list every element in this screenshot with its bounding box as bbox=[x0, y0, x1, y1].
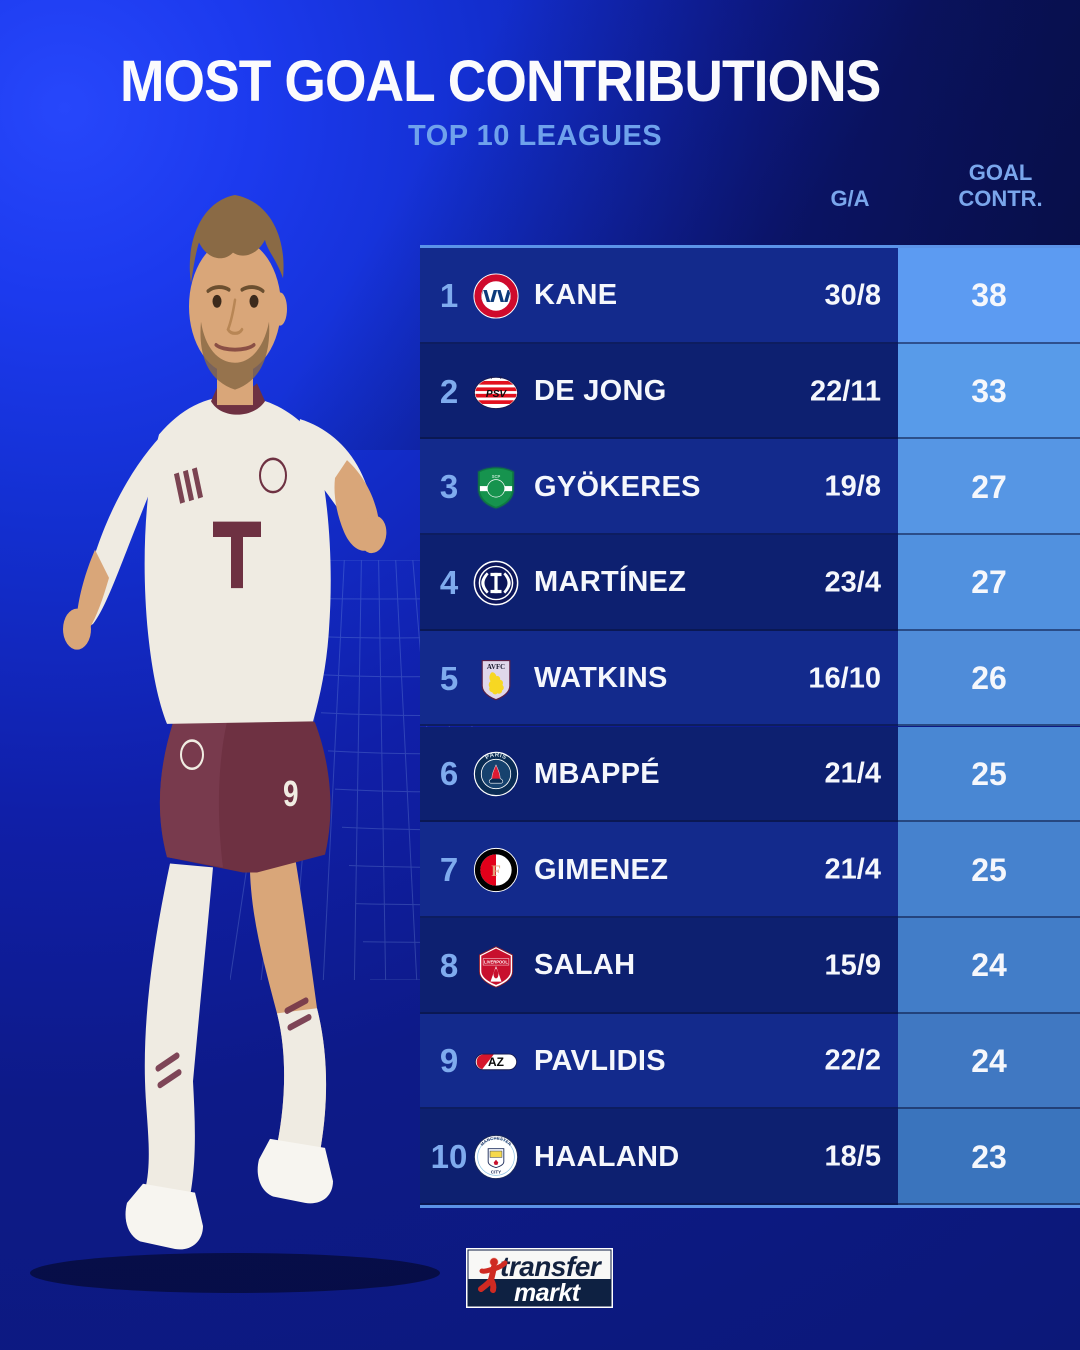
svg-text:9: 9 bbox=[283, 774, 299, 814]
svg-text:transfer: transfer bbox=[500, 1251, 603, 1282]
svg-text:SCP: SCP bbox=[492, 474, 501, 479]
svg-text:▼: ▼ bbox=[498, 375, 503, 380]
svg-text:AZ: AZ bbox=[488, 1055, 504, 1069]
svg-text:markt: markt bbox=[514, 1279, 582, 1307]
svg-text:LIVERPOOL: LIVERPOOL bbox=[484, 959, 508, 964]
svg-text:CITY: CITY bbox=[491, 1170, 501, 1175]
svg-text:AVFC: AVFC bbox=[487, 664, 505, 671]
svg-text:▼: ▼ bbox=[489, 375, 494, 380]
svg-text:F: F bbox=[491, 863, 501, 880]
svg-text:PSV: PSV bbox=[486, 389, 507, 400]
